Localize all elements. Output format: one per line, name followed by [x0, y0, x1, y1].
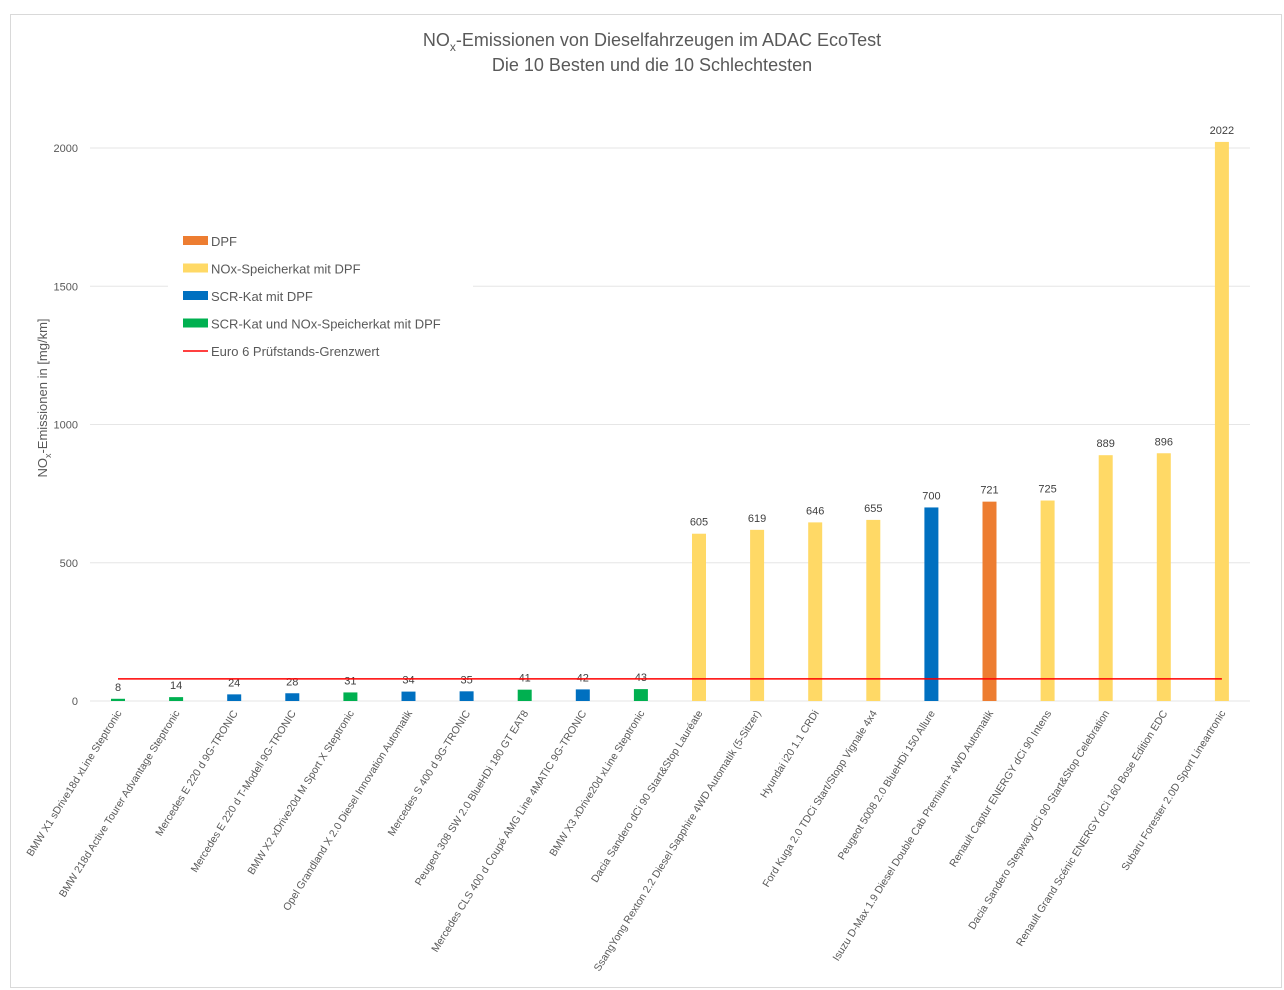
data-label: 24: [228, 677, 240, 689]
y-axis-label: NOx-Emissionen in [mg/km]: [35, 318, 53, 477]
data-label: 8: [115, 682, 121, 694]
data-label: 725: [1038, 484, 1056, 496]
data-label: 28: [286, 676, 298, 688]
legend-swatch: [183, 263, 208, 273]
y-tick-label: 500: [60, 558, 78, 570]
x-tick-label: BMW X3 xDrive20d xLine Steptronic: [547, 708, 647, 858]
legend-label: NOx-Speicherkat mit DPF: [211, 262, 361, 277]
legend-swatch: [183, 318, 208, 328]
x-tick-label: Ford Kuga 2.0 TDCi Start/Stopp Vignale 4…: [760, 708, 880, 889]
data-label: 655: [864, 503, 882, 515]
data-label: 700: [922, 490, 940, 502]
x-tick-label: Peugeot 308 SW 2.0 BlueHDi 180 GT EAT8: [413, 708, 532, 888]
data-label: 34: [402, 675, 414, 687]
bars: [111, 141, 1229, 702]
bar: [285, 693, 300, 701]
data-label: 605: [690, 517, 708, 529]
x-tick-label: BMW X1 sDrive18d xLine Steptronic: [24, 708, 124, 858]
chart-title: NOx-Emissionen von Dieselfahrzeugen im A…: [423, 30, 881, 54]
bar: [517, 689, 532, 701]
chart-subtitle: Die 10 Besten und die 10 Schlechtesten: [492, 55, 812, 75]
bar: [401, 691, 416, 701]
x-tick-label: BMW X2 xDrive20d M Sport X Steptronic: [245, 708, 357, 877]
chart-frame: [10, 14, 1282, 988]
legend-swatch: [183, 291, 208, 300]
data-label: 35: [460, 674, 472, 686]
x-tick-label: Peugeot 5008 2.0 BlueHDi 150 Allure: [836, 708, 938, 862]
x-tick-label: Mercedes E 220 d T-Modell 9G-TRONIC: [189, 708, 299, 875]
bar: [692, 533, 706, 701]
x-tick-label: Dacia Sandero dCi 90 Start&Stop Lauréate: [589, 708, 706, 885]
bar: [459, 691, 474, 701]
bar: [866, 519, 881, 701]
y-tick-labels: 0 500 1000 1500 2000: [54, 143, 78, 708]
bar: [1156, 453, 1171, 701]
data-label: 889: [1097, 438, 1115, 450]
data-label: 14: [170, 680, 182, 692]
data-label: 31: [344, 675, 356, 687]
bar: [169, 697, 184, 701]
bar: [343, 692, 358, 701]
legend-swatch: [183, 236, 208, 245]
bar: [982, 501, 997, 701]
legend-label: DPF: [211, 234, 237, 249]
x-tick-label: BMW 218d Active Tourer Advantage Steptro…: [57, 708, 183, 899]
data-label: 619: [748, 513, 766, 525]
y-tick-label: 0: [72, 696, 78, 708]
legend-label: SCR-Kat mit DPF: [211, 289, 313, 304]
data-label: 2022: [1210, 125, 1234, 137]
x-tick-label: Renault Captur ENERGY dCi 90 Intens: [947, 708, 1054, 869]
bar: [750, 529, 765, 701]
legend: DPF NOx-Speicherkat mit DPF SCR-Kat mit DP…: [168, 225, 473, 370]
bar: [633, 689, 648, 701]
data-label: 646: [806, 505, 824, 517]
bar: [924, 507, 939, 701]
bar: [227, 694, 242, 701]
x-tick-label: Hyundai i20 1.1 CRDi: [758, 708, 822, 800]
legend-background: [168, 225, 473, 370]
y-tick-label: 1500: [54, 281, 78, 293]
bar: [1214, 141, 1229, 702]
data-label: 721: [980, 485, 998, 497]
bar: [808, 522, 823, 701]
bar: [1040, 500, 1055, 701]
legend-label: Euro 6 Prüfstands-Grenzwert: [211, 344, 380, 359]
bar: [575, 689, 590, 701]
gridlines: [90, 147, 1250, 702]
y-tick-label: 1000: [54, 420, 78, 432]
data-label: 896: [1155, 436, 1173, 448]
data-label: 43: [635, 672, 647, 684]
bar: [1098, 455, 1113, 701]
x-tick-label: Subaru Forester 2.0D Sport Lineartronic: [1119, 708, 1228, 873]
legend-label: SCR-Kat und NOx-Speicherkat mit DPF: [211, 317, 441, 332]
y-tick-label: 2000: [54, 143, 78, 155]
bar: [111, 698, 125, 701]
x-tick-label: Opel Grandland X 2.0 Diesel Innovation A…: [281, 708, 416, 913]
